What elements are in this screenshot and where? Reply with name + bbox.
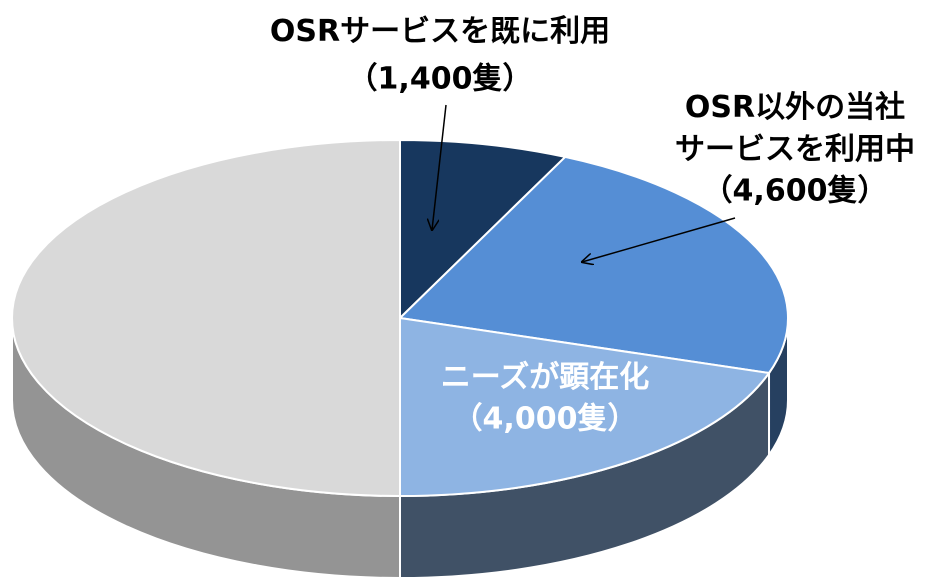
slice-label: OSR以外の当社サービスを利用中 bbox=[675, 90, 915, 167]
slice-label: ニーズが顕在化 bbox=[441, 360, 650, 395]
pointer-arrow bbox=[432, 104, 447, 230]
pie-slice bbox=[399, 316, 771, 498]
slice-value-label: （4,000隻） bbox=[453, 402, 638, 437]
pie-slice bbox=[399, 138, 568, 321]
slice-value-label: （1,400隻） bbox=[348, 62, 533, 97]
pie-top bbox=[11, 138, 789, 498]
pie-slice bbox=[11, 138, 401, 498]
labels: OSRサービスを既に利用 （1,400隻） OSR以外の当社サービスを利用中 （4,6… bbox=[270, 14, 915, 437]
slice-value-label: （4,600隻） bbox=[703, 174, 888, 209]
slice-label: OSRサービスを既に利用 bbox=[270, 14, 610, 49]
pointer-arrow bbox=[582, 217, 736, 262]
